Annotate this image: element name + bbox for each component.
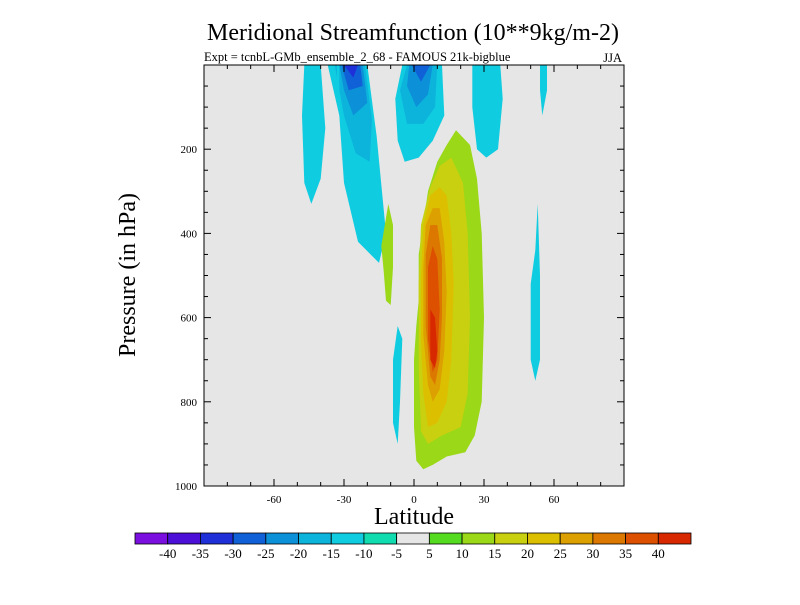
y-tick-label-2: 600 [181,313,198,325]
contour-region-14 [393,326,403,444]
colorbar-label-2: -30 [224,546,241,561]
colorbar-swatch-11 [494,532,528,545]
x-tick-label-2: 0 [411,494,417,506]
contour-region-13 [530,203,540,381]
y-tick-label-3: 800 [181,397,198,409]
colorbar-label-13: 30 [586,546,599,561]
contour-region-4 [344,65,358,78]
contour-region-12 [540,65,547,116]
chart-title: Meridional Streamfunction (10**9kg/m-2) [207,20,619,46]
colorbar-swatch-1 [167,532,201,545]
colorbar-swatch-0 [134,532,169,545]
x-tick-label-0: -60 [267,494,282,506]
x-tick-label-3: 30 [479,494,491,506]
colorbar-label-10: 15 [488,546,501,561]
contour-region-15 [381,203,393,305]
contour-region-23 [430,309,438,369]
colorbar-swatch-3 [232,532,267,545]
contour-region-9 [302,65,326,204]
colorbar: -40 -35 -30 -25 -20 -15 -10 -5 5 10 15 20 25 30 35 40 [134,532,692,561]
axes: -60 -30 0 30 60 200 400 600 800 1000 [175,64,625,506]
contour-region-11 [472,65,503,158]
colorbar-swatch-16 [657,532,692,545]
colorbar-label-1: -35 [192,546,209,561]
colorbar-label-9: 10 [456,546,469,561]
colorbar-label-6: -10 [355,546,372,561]
contour-region-0 [327,65,386,263]
colorbar-swatch-6 [330,532,365,545]
y-tick-label-0: 200 [181,144,198,156]
colorbar-swatch-13 [559,532,594,545]
colorbar-label-0: -40 [159,546,176,561]
colorbar-label-12: 25 [554,546,567,561]
colorbar-label-7: -5 [391,546,402,561]
y-tick-label-1: 400 [181,228,198,240]
chart-subtitle: Expt = tcnbL-GMb_ensemble_2_68 - FAMOUS … [204,50,511,64]
contour-region-7 [407,65,433,108]
y-tick-label-4: 1000 [175,481,198,493]
colorbar-swatch-10 [461,532,496,545]
colorbar-label-5: -15 [323,546,340,561]
colorbar-swatch-12 [527,532,561,545]
colorbar-swatch-4 [265,532,299,545]
contour-region-10 [337,65,340,95]
colorbar-swatch-5 [298,532,332,545]
plot-area [204,65,624,486]
colorbar-swatch-7 [363,532,398,545]
colorbar-label-3: -25 [257,546,274,561]
colorbar-swatch-14 [592,532,626,545]
x-tick-label-4: 60 [549,494,561,506]
contour-region-3 [341,65,363,91]
colorbar-swatch-8 [396,532,430,545]
colorbar-swatch-2 [200,532,234,545]
colorbar-label-8: 5 [426,546,433,561]
colorbar-label-14: 35 [619,546,632,561]
colorbar-label-4: -20 [290,546,307,561]
x-axis-label: Latitude [374,504,454,530]
colorbar-swatch-9 [428,532,463,545]
x-tick-label-1: -30 [337,494,352,506]
colorbar-label-15: 40 [652,546,665,561]
colorbar-label-11: 20 [521,546,534,561]
colorbar-swatch-15 [625,532,659,545]
y-axis-label: Pressure (in hPa) [115,193,141,357]
season-label: JJA [603,51,622,65]
contour-region-8 [411,65,431,82]
